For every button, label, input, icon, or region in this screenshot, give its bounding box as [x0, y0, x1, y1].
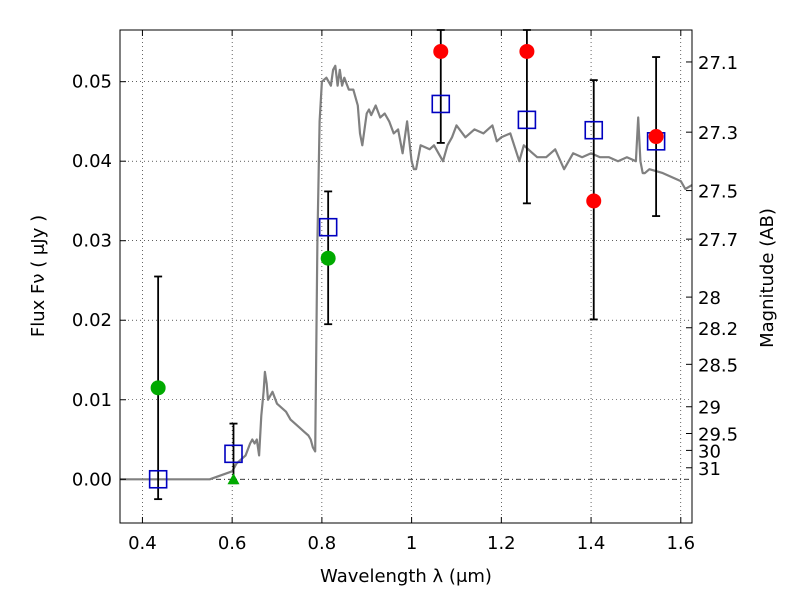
x-tick-label: 1.6 [666, 533, 695, 554]
x-tick-label: 1 [406, 533, 417, 554]
y-tick-label: 0.05 [72, 72, 112, 93]
upper-limit-triangle [227, 473, 240, 485]
right-axis-label: Magnitude (AB) [757, 208, 778, 348]
x-axis-label: Wavelength λ (μm) [320, 566, 492, 587]
plot-frame [119, 29, 693, 524]
model-flux-square [584, 120, 604, 140]
x-tick-label: 0.8 [308, 533, 337, 554]
y-tick-label: 0.01 [72, 390, 112, 411]
right-tick-label: 28.2 [698, 319, 738, 340]
y-tick-label: 0.02 [72, 310, 112, 331]
y-axis-label: Flux Fν ( μJy ) [28, 215, 49, 337]
model-spectrum-layer [120, 64, 693, 481]
right-tick-label: 31 [698, 459, 721, 480]
observed-flux-red-point [648, 129, 664, 145]
right-tick-label: 27.1 [698, 53, 738, 74]
right-tick-label: 28 [698, 288, 721, 309]
y-tick-label: 0.03 [72, 231, 112, 252]
right-tick-label: 27.7 [698, 230, 738, 251]
x-tick-label: 0.4 [128, 533, 157, 554]
model-flux-square [431, 94, 451, 114]
model-flux-square [148, 469, 168, 489]
model-flux-square [224, 444, 243, 464]
axis-ticks [120, 30, 692, 523]
observed-flux-green-point [320, 250, 336, 266]
right-tick-label: 28.5 [698, 355, 738, 376]
x-tick-label: 1.4 [577, 533, 606, 554]
model-spectrum-line [120, 64, 693, 481]
right-tick-label: 29.5 [698, 425, 738, 446]
x-tick-label: 1.2 [487, 533, 516, 554]
right-tick-label: 27.5 [698, 182, 738, 203]
observed-flux-green-point [150, 380, 166, 396]
y-tick-label: 0.00 [72, 469, 112, 490]
model-flux-square [517, 110, 537, 130]
observed-flux-red-point [519, 43, 535, 59]
tick-labels: 0.4 0.6 0.8 1 1.2 1.4 1.6 0.00 0.01 0.02 0.03 0.04 0… [72, 53, 738, 554]
x-tick-label: 0.6 [218, 533, 247, 554]
model-flux-square [318, 217, 338, 237]
observed-flux-red-point [433, 43, 449, 59]
markers-layer [148, 43, 666, 489]
right-tick-label: 29 [698, 398, 721, 419]
right-tick-label: 27.3 [698, 123, 738, 144]
y-tick-label: 0.04 [72, 151, 112, 172]
observed-flux-red-point [586, 193, 602, 209]
right-tick-label: 30 [698, 441, 721, 462]
grid-lines [120, 30, 692, 523]
error-bars-layer [154, 29, 661, 501]
